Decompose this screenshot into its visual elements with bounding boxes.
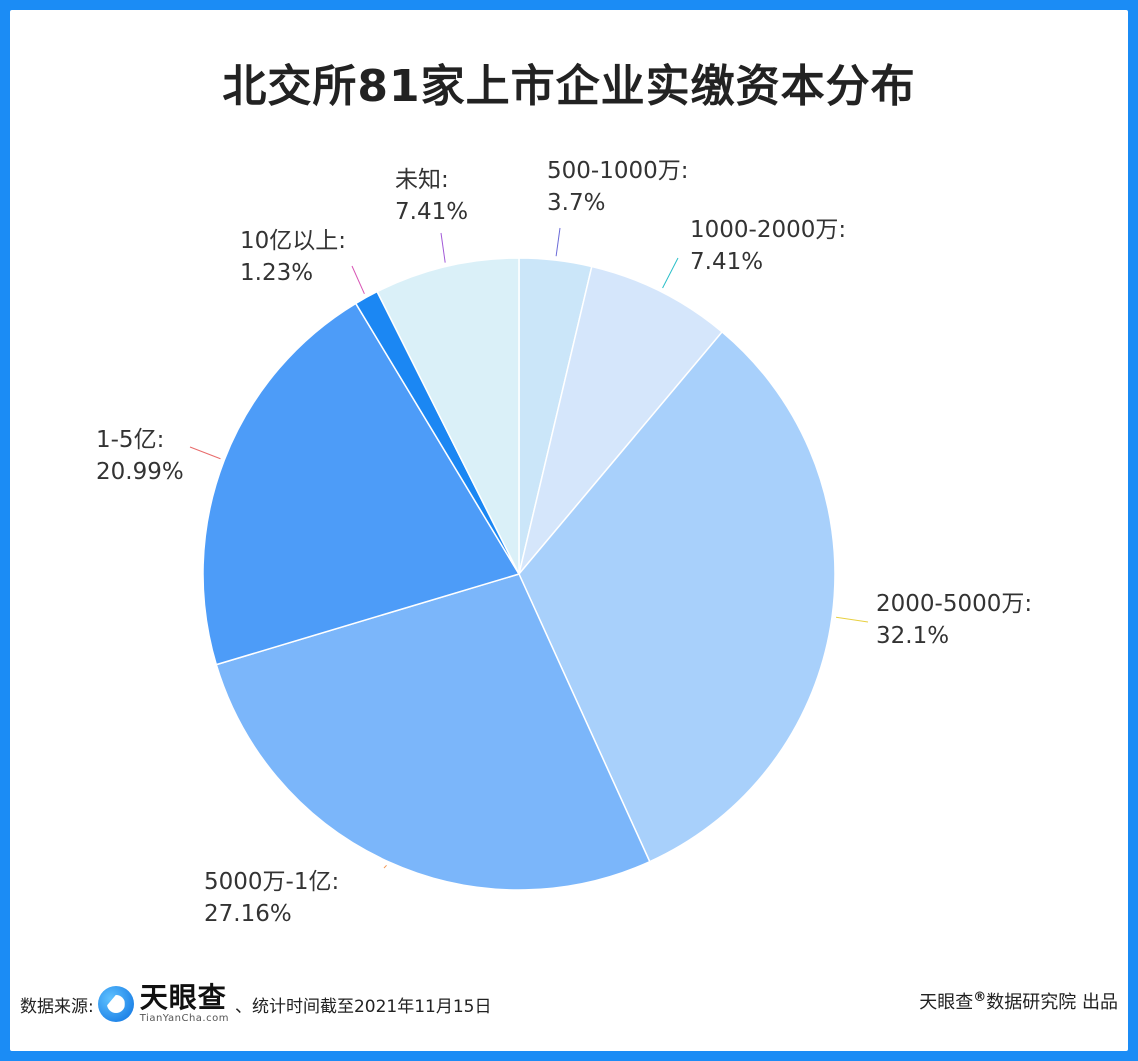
leader-line [189, 446, 221, 460]
slice-value: 27.16% [204, 901, 292, 927]
slice-value: 7.41% [690, 249, 764, 275]
slice-label: 500-1000万: 3.7% [547, 155, 688, 219]
slice-value: 32.1% [876, 623, 950, 649]
slice-category: 未知: [395, 167, 449, 193]
pie-slice [518, 265, 724, 575]
registered-mark: ® [973, 990, 987, 1005]
pie-slice [202, 302, 521, 666]
tianyancha-logo-icon [97, 986, 134, 1022]
pie-slice [518, 330, 836, 863]
stat-date-note: 、统计时间截至2021年11月15日 [234, 996, 492, 1017]
leader-line [662, 257, 679, 289]
slice-value: 20.99% [96, 459, 184, 485]
data-source: 数据来源: 天眼查 TianYanCha.com 、统计时间截至2021年11月… [20, 981, 492, 1024]
leader-line [555, 227, 561, 257]
slice-label: 1000-2000万: 7.41% [690, 214, 846, 278]
slice-label: 未知: 7.41% [395, 164, 468, 228]
leader-line [351, 265, 365, 295]
credit-text: 数据研究院 出品 [986, 992, 1118, 1013]
logo-url: TianYanCha.com [139, 1013, 229, 1024]
slice-value: 1.23% [240, 260, 314, 286]
slice-category: 10亿以上: [240, 228, 347, 254]
slice-category: 1000-2000万: [690, 217, 847, 243]
slice-label: 2000-5000万: 32.1% [876, 588, 1032, 652]
slice-category: 5000万-1亿: [204, 869, 340, 895]
slice-category: 1-5亿: [96, 427, 165, 453]
slice-label: 5000万-1亿: 27.16% [204, 866, 339, 930]
slice-value: 7.41% [395, 199, 469, 225]
slice-category: 500-1000万: [547, 158, 689, 184]
chart-title: 北交所81家上市企业实缴资本分布 [222, 61, 916, 112]
leader-line [383, 864, 387, 869]
slice-value: 3.7% [547, 190, 606, 216]
slice-label: 10亿以上: 1.23% [240, 225, 346, 289]
pie-slice [215, 573, 651, 891]
credit: 天眼查®数据研究院 出品 [919, 988, 1118, 1014]
leader-line [440, 232, 446, 263]
slice-category: 2000-5000万: [876, 591, 1033, 617]
tianyancha-logo: 天眼查 TianYanCha.com [97, 981, 229, 1024]
pie-slice [376, 257, 520, 575]
logo-name: 天眼查 [139, 981, 227, 1014]
leader-line [835, 616, 869, 623]
source-label: 数据来源: [20, 996, 94, 1017]
credit-brand: 天眼查 [919, 992, 974, 1013]
slice-label: 1-5亿: 20.99% [96, 424, 184, 488]
